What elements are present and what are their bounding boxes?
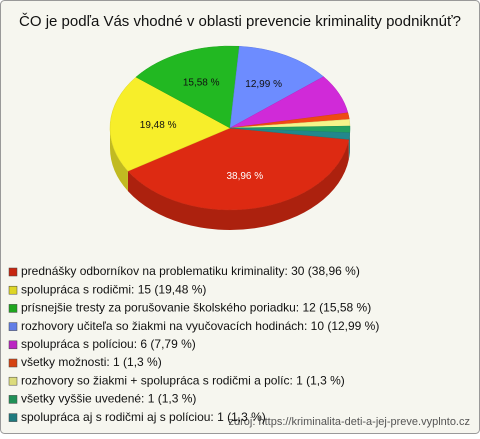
legend-swatch bbox=[9, 268, 17, 276]
legend-label: prísnejšie tresty za porušovanie školské… bbox=[21, 301, 371, 315]
legend-swatch bbox=[9, 341, 17, 349]
legend-label: spolupráca aj s rodičmi aj s políciou: 1… bbox=[21, 410, 266, 424]
legend-label: rozhovory so žiakmi + spolupráca s rodič… bbox=[21, 373, 345, 387]
value-label: 38,96 % bbox=[226, 171, 263, 182]
legend-label: všetky vyššie uvedené: 1 (1,3 %) bbox=[21, 392, 196, 406]
legend-label: prednášky odborníkov na problematiku kri… bbox=[21, 264, 360, 278]
legend-swatch bbox=[9, 395, 17, 403]
legend-label: rozhovory učiteľa so žiakmi na vyučovací… bbox=[21, 319, 379, 333]
legend-swatch bbox=[9, 304, 17, 312]
legend-label: spolupráca s políciou: 6 (7,79 %) bbox=[21, 337, 196, 351]
value-label: 15,58 % bbox=[183, 78, 220, 89]
legend-label: spolupráca s rodičmi: 15 (19,48 %) bbox=[21, 282, 206, 296]
legend-swatch bbox=[9, 359, 17, 367]
chart-title: ČO je podľa Vás vhodné v oblasti prevenc… bbox=[19, 13, 461, 30]
legend-swatch bbox=[9, 377, 17, 385]
legend-label: všetky možnosti: 1 (1,3 %) bbox=[21, 355, 162, 369]
legend-swatch bbox=[9, 323, 17, 331]
legend-swatch bbox=[9, 286, 17, 294]
value-label: 12,99 % bbox=[245, 79, 282, 90]
legend-swatch bbox=[9, 414, 17, 422]
value-label: 19,48 % bbox=[140, 120, 177, 131]
